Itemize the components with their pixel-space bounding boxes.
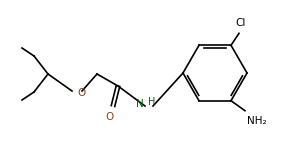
Text: O: O	[106, 112, 114, 122]
Text: H: H	[148, 97, 155, 107]
Text: NH₂: NH₂	[247, 116, 267, 126]
Text: O: O	[77, 88, 85, 98]
Text: Cl: Cl	[236, 18, 246, 28]
Text: N: N	[136, 99, 144, 109]
